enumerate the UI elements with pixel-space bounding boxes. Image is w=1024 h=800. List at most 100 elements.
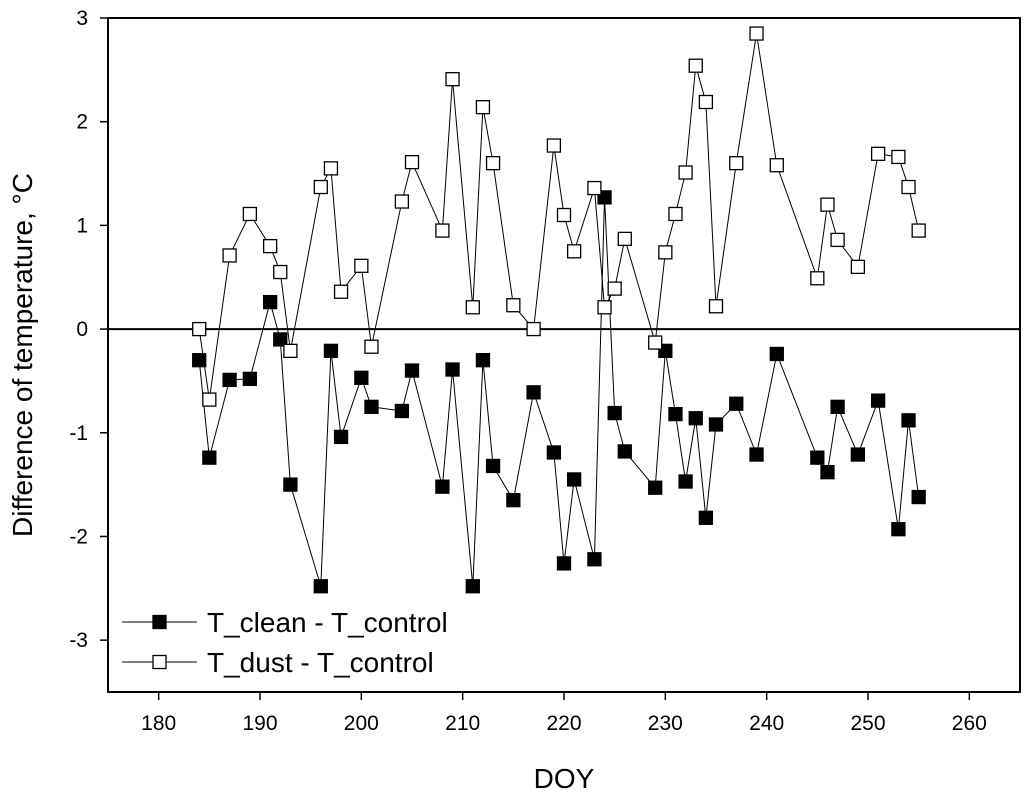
data-point-clean xyxy=(192,353,207,368)
data-point-clean xyxy=(546,445,562,460)
data-point-clean xyxy=(617,444,632,459)
data-point-dust xyxy=(901,179,916,195)
data-point-clean xyxy=(333,429,349,445)
data-point-clean xyxy=(850,447,866,462)
data-point-dust xyxy=(688,58,703,73)
data-point-dust xyxy=(445,72,460,87)
data-point-clean xyxy=(364,399,379,414)
x-tick-label: 250 xyxy=(850,712,885,735)
series-1 xyxy=(192,190,926,594)
data-point-dust xyxy=(222,248,237,263)
legend-label: T_clean - T_control xyxy=(207,607,448,638)
data-point-dust xyxy=(262,238,278,254)
data-point-clean xyxy=(313,579,328,594)
data-point-clean xyxy=(607,405,622,421)
data-point-dust xyxy=(597,300,612,315)
data-point-clean xyxy=(394,403,410,419)
data-point-dust xyxy=(192,321,207,337)
data-point-clean xyxy=(202,450,217,465)
y-tick-label: 1 xyxy=(76,214,88,237)
data-point-dust xyxy=(668,206,683,222)
data-point-clean xyxy=(323,343,339,359)
data-point-clean xyxy=(870,393,886,408)
data-point-dust xyxy=(526,321,541,337)
x-tick-label: 180 xyxy=(141,712,176,735)
data-point-dust xyxy=(678,165,693,180)
data-point-clean xyxy=(698,510,714,525)
data-point-dust xyxy=(313,179,328,195)
data-point-clean xyxy=(435,479,450,494)
data-point-dust xyxy=(323,161,339,176)
x-tick-label: 200 xyxy=(344,712,379,735)
data-point-clean xyxy=(404,363,420,378)
data-point-dust xyxy=(354,258,369,273)
data-point-clean xyxy=(648,480,663,495)
legend-label: T_dust - T_control xyxy=(207,647,434,678)
data-point-dust xyxy=(404,154,420,170)
data-point-clean xyxy=(891,522,906,537)
y-tick-label: -1 xyxy=(69,422,88,445)
data-point-dust xyxy=(870,146,886,161)
data-point-clean xyxy=(749,447,764,462)
data-point-dust xyxy=(810,271,825,286)
data-point-clean xyxy=(485,458,501,474)
data-point-dust xyxy=(435,223,450,238)
data-point-dust xyxy=(617,231,632,247)
data-point-clean xyxy=(506,493,521,508)
data-point-dust xyxy=(546,138,562,153)
data-point-dust xyxy=(202,392,217,407)
data-point-clean xyxy=(678,474,693,489)
data-point-clean xyxy=(222,372,237,388)
data-point-clean xyxy=(242,371,258,386)
data-point-clean xyxy=(566,472,582,487)
data-point-dust xyxy=(485,156,501,171)
x-axis-ticks: 180 190 200 210 220 230 240 250 260 xyxy=(141,692,987,735)
data-point-dust xyxy=(465,300,480,315)
data-point-dust xyxy=(658,245,673,260)
series-layer xyxy=(192,26,926,594)
y-tick-label: 3 xyxy=(76,7,88,30)
plot-frame xyxy=(107,17,1021,693)
data-point-clean xyxy=(668,406,683,422)
y-tick-label: -2 xyxy=(69,525,88,548)
x-tick-label: 210 xyxy=(445,712,480,735)
data-point-dust xyxy=(394,194,410,209)
data-point-clean xyxy=(820,465,835,480)
data-point-dust xyxy=(607,281,622,296)
data-point-dust xyxy=(820,197,835,212)
data-point-dust xyxy=(648,335,663,350)
legend-marker xyxy=(152,614,167,630)
data-point-clean xyxy=(810,450,825,465)
data-point-dust xyxy=(769,158,784,173)
data-point-dust xyxy=(506,298,521,313)
data-point-dust xyxy=(566,244,582,259)
data-point-dust xyxy=(242,206,258,222)
data-point-dust xyxy=(749,26,764,41)
data-point-dust xyxy=(556,207,572,223)
data-point-clean xyxy=(769,346,784,362)
data-point-dust xyxy=(708,299,724,314)
data-point-dust xyxy=(911,223,926,238)
data-point-dust xyxy=(364,339,379,354)
x-axis-title: DOY xyxy=(534,763,595,794)
data-point-clean xyxy=(273,332,288,347)
data-point-dust xyxy=(587,180,602,196)
y-tick-label: -3 xyxy=(69,629,88,652)
y-axis-ticks: -3 -2 -1 0 1 2 3 xyxy=(69,7,108,652)
data-point-dust xyxy=(729,156,744,171)
series-2 xyxy=(192,26,926,407)
data-point-clean xyxy=(445,362,460,377)
legend-marker xyxy=(152,654,167,670)
data-point-clean xyxy=(901,413,916,428)
data-point-clean xyxy=(556,556,572,571)
series-line xyxy=(198,33,920,400)
x-tick-label: 190 xyxy=(242,712,277,735)
y-axis-title: Difference of temperature, °C xyxy=(7,173,38,537)
x-tick-label: 220 xyxy=(546,712,581,735)
data-point-clean xyxy=(475,353,491,368)
data-point-clean xyxy=(526,385,541,400)
series-line xyxy=(198,197,920,587)
data-point-dust xyxy=(475,100,491,115)
legend: T_clean - T_control T_dust - T_control xyxy=(122,607,448,678)
